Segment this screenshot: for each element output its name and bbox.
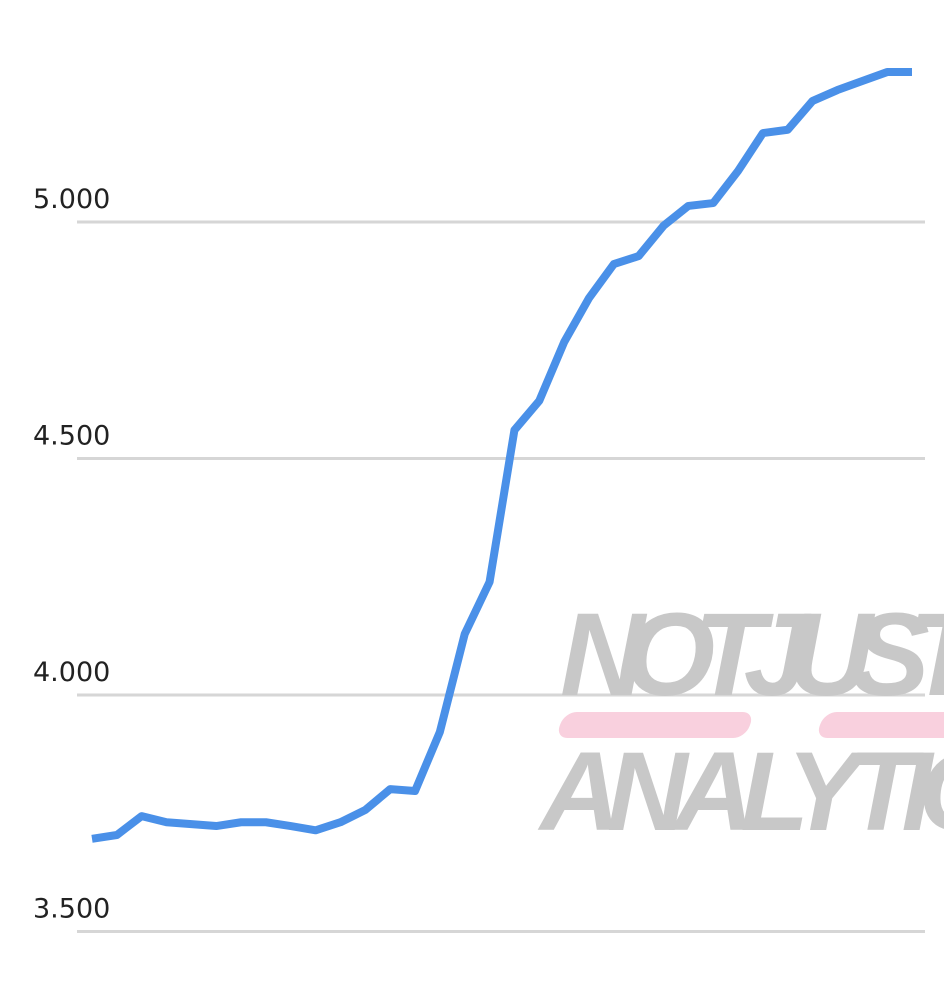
y-tick-label: 4.000 <box>33 657 110 688</box>
y-axis-ticks: 5.000 4.500 4.000 3.500 <box>33 184 110 925</box>
watermark-stripe <box>558 712 752 738</box>
watermark-logo: NOTJUST ANALYTICS <box>537 589 944 854</box>
gridlines <box>77 220 925 933</box>
watermark-line1: NOTJUST <box>560 589 944 721</box>
y-tick-label: 4.500 <box>33 421 110 452</box>
watermark-line2: ANALYTICS <box>537 729 944 854</box>
y-tick-label: 5.000 <box>33 184 110 215</box>
y-tick-label: 3.500 <box>33 894 110 925</box>
watermark-stripe <box>818 712 944 738</box>
series-line <box>91 68 912 843</box>
